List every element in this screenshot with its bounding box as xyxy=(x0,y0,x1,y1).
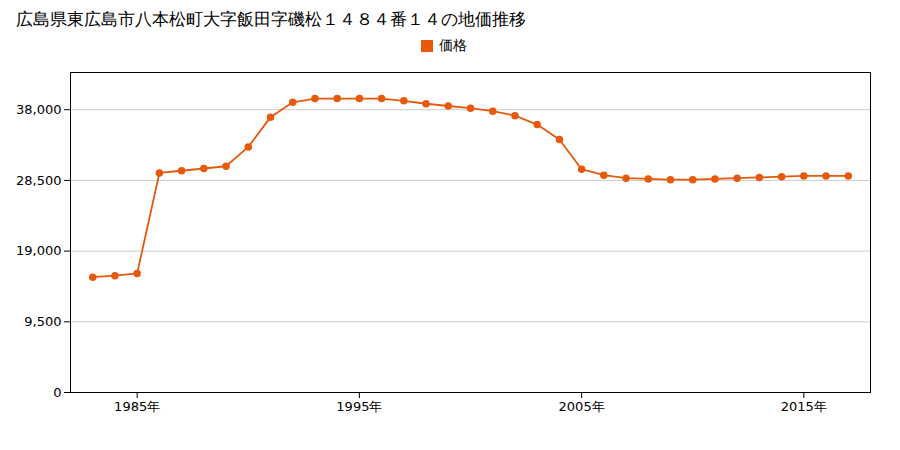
svg-text:1995年: 1995年 xyxy=(336,399,382,414)
svg-text:2005年: 2005年 xyxy=(559,399,605,414)
svg-text:28,500: 28,500 xyxy=(16,173,62,188)
svg-text:0: 0 xyxy=(53,385,61,400)
svg-text:2015年: 2015年 xyxy=(781,399,827,414)
svg-text:19,000: 19,000 xyxy=(16,243,62,258)
svg-text:1985年: 1985年 xyxy=(114,399,160,414)
svg-text:9,500: 9,500 xyxy=(24,314,61,329)
svg-text:38,000: 38,000 xyxy=(16,102,62,117)
html-text:価格: 価格 xyxy=(439,37,467,53)
html-text:広島県東広島市八本松町大字飯田字磯松１４８４番１４の地価推移: 広島県東広島市八本松町大字飯田字磯松１４８４番１４の地価推移 xyxy=(16,9,526,29)
